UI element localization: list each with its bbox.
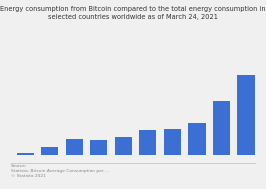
Bar (188, 123, 206, 155)
Bar (237, 74, 255, 155)
Bar (164, 129, 181, 155)
Text: Energy consumption from Bitcoin compared to the total energy consumption in
sele: Energy consumption from Bitcoin compared… (0, 6, 266, 20)
Bar (213, 101, 230, 155)
Text: Source:
Statista, Bitcoin Average Consumption per ...
© Statista 2021: Source: Statista, Bitcoin Average Consum… (11, 164, 109, 178)
Bar (17, 153, 34, 155)
Bar (90, 140, 107, 155)
Bar (66, 139, 83, 155)
Bar (41, 147, 59, 155)
Bar (115, 137, 132, 155)
Bar (139, 130, 156, 155)
